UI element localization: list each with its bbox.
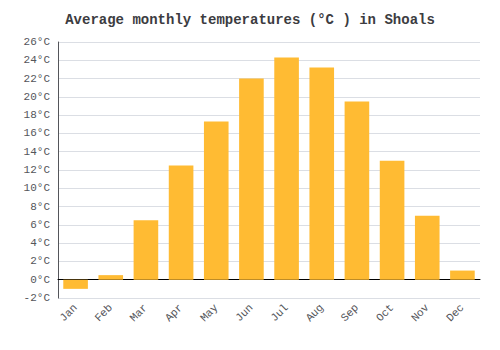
svg-text:Jun: Jun [233,302,255,324]
svg-text:10°C: 10°C [24,182,51,194]
svg-text:Jan: Jan [57,302,79,324]
svg-text:Feb: Feb [93,302,115,324]
svg-text:26°C: 26°C [24,36,51,48]
svg-text:Mar: Mar [128,302,150,324]
svg-text:16°C: 16°C [24,127,51,139]
svg-text:6°C: 6°C [30,219,50,231]
svg-text:Oct: Oct [374,302,396,324]
svg-text:Average monthly temperatures (: Average monthly temperatures (°C ) in Sh… [65,12,435,28]
svg-text:22°C: 22°C [24,73,51,85]
svg-text:8°C: 8°C [30,201,50,213]
svg-text:2°C: 2°C [30,255,50,267]
svg-text:24°C: 24°C [24,54,51,66]
svg-text:Jul: Jul [268,302,290,324]
svg-text:-2°C: -2°C [24,292,51,304]
svg-text:Sep: Sep [339,302,361,324]
svg-text:18°C: 18°C [24,109,51,121]
svg-text:Apr: Apr [163,302,185,324]
svg-text:0°C: 0°C [30,274,50,286]
svg-text:12°C: 12°C [24,164,51,176]
svg-text:4°C: 4°C [30,237,50,249]
svg-text:Aug: Aug [304,302,326,324]
svg-text:Dec: Dec [444,302,466,324]
svg-text:14°C: 14°C [24,146,51,158]
svg-text:May: May [198,301,221,324]
svg-text:Nov: Nov [409,301,432,324]
svg-text:20°C: 20°C [24,91,51,103]
